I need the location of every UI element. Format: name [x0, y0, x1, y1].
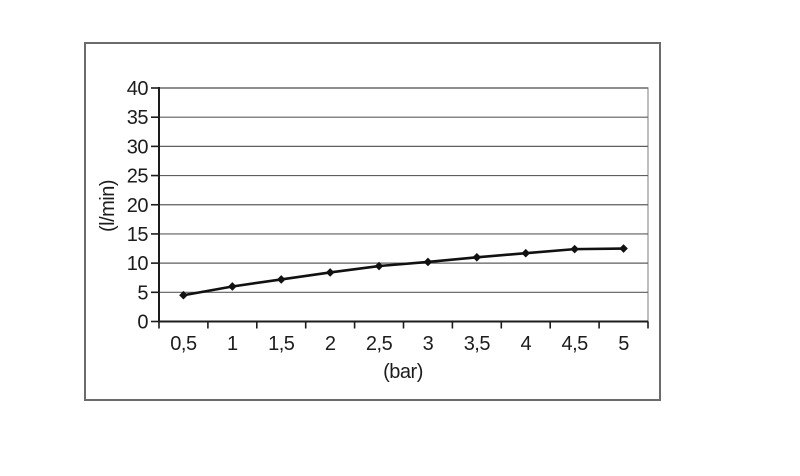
- y-tick-label: 0: [137, 312, 148, 334]
- x-tick-label: 5: [618, 333, 629, 355]
- data-point-marker: [276, 275, 286, 284]
- x-tick-label: 3: [423, 333, 434, 355]
- data-point-marker: [521, 248, 531, 258]
- x-axis-title: (bar): [383, 361, 423, 383]
- data-point-marker: [374, 261, 384, 271]
- series-line: [182, 247, 625, 297]
- y-tick-label: 10: [127, 253, 149, 275]
- data-point-marker: [179, 290, 188, 300]
- y-tick-label: 40: [127, 78, 149, 100]
- x-tick-label: 4,5: [561, 333, 588, 355]
- data-point-marker: [423, 257, 433, 267]
- data-point-marker: [472, 252, 482, 262]
- x-tick-label: 2,5: [366, 333, 393, 355]
- data-point-marker: [325, 268, 335, 277]
- y-tick-label: 25: [127, 166, 149, 188]
- x-tick-label: 2: [325, 333, 336, 355]
- data-point-marker: [619, 244, 628, 253]
- x-tick-label: 1: [227, 333, 238, 355]
- x-tick-label: 0,5: [170, 333, 197, 355]
- y-tick-label: 35: [127, 107, 149, 129]
- data-point-marker: [228, 282, 237, 291]
- y-tick-label: 30: [127, 136, 149, 158]
- x-tick-label: 1,5: [268, 333, 295, 355]
- x-tick-label: 4: [520, 333, 531, 355]
- y-tick-label: 15: [127, 224, 149, 246]
- y-tick-label: 20: [127, 195, 149, 217]
- chart-frame: [84, 42, 661, 401]
- y-tick-label: 5: [137, 282, 148, 304]
- x-tick-label: 3,5: [464, 333, 491, 355]
- data-point-marker: [570, 244, 579, 254]
- y-axis-title: (l/min): [97, 180, 119, 232]
